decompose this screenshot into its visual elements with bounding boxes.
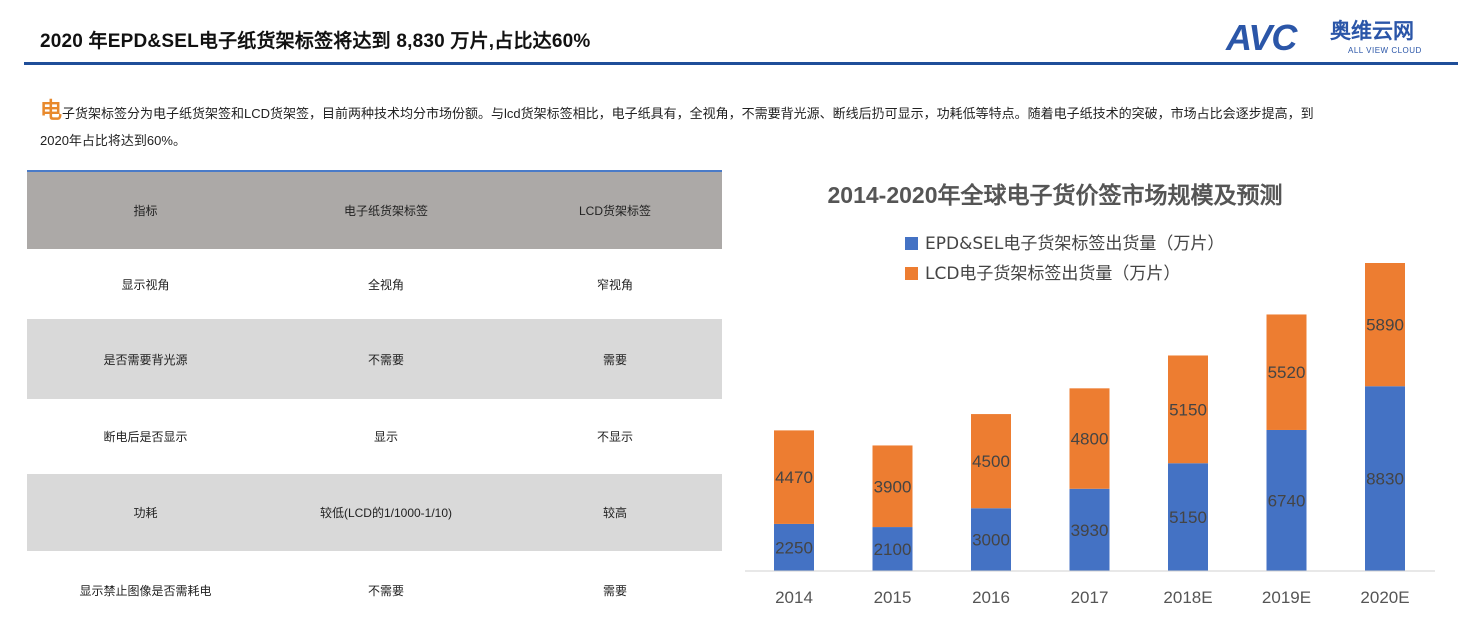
table-cell: 较高 — [602, 506, 627, 520]
bar-epd — [1069, 488, 1110, 571]
legend-label: LCD电子货架标签出货量（万片） — [925, 264, 1180, 284]
data-label: 5890 — [1366, 316, 1404, 335]
x-tick-label: 2015 — [874, 588, 912, 607]
bar-epd — [1266, 429, 1307, 571]
bar-lcd — [971, 414, 1011, 509]
logo-chinese-name: 奥维云网 — [1330, 20, 1414, 43]
bar-lcd — [1168, 355, 1208, 464]
table-row: 是否需要背光源 不需要 需要 — [27, 319, 722, 399]
data-label: 4800 — [1071, 430, 1109, 449]
title-divider — [24, 62, 1458, 65]
legend-label: EPD&SEL电子货架标签出货量（万片） — [925, 234, 1224, 254]
table-cell: 不需要 — [367, 583, 404, 598]
intro-paragraph: 电子货架标签分为电子纸货架签和LCD货架签，目前两种技术均分市场份额。与lcd货… — [40, 96, 1440, 153]
table-cell: 窄视角 — [596, 277, 633, 292]
intro-dropcap: 电 — [40, 98, 63, 123]
table-header-cell: LCD货架标签 — [578, 204, 651, 218]
table-cell: 显示视角 — [121, 277, 170, 292]
table-cell: 需要 — [602, 352, 627, 367]
data-label: 6740 — [1268, 491, 1306, 510]
table-cell: 不显示 — [596, 430, 633, 444]
x-tick-label: 2016 — [972, 588, 1010, 607]
table-cell: 较低(LCD的1/1000-1/10) — [319, 506, 453, 520]
page-title: 2020 年EPD&SEL电子纸货架标签将达到 8,830 万片,占比达60% — [40, 31, 591, 52]
x-tick-label: 2018E — [1163, 588, 1212, 607]
x-tick-label: 2014 — [775, 588, 813, 607]
logo-mark: AVC — [1226, 17, 1297, 58]
bar-lcd — [1365, 263, 1405, 387]
data-label: 2100 — [874, 540, 912, 559]
data-label: 3900 — [874, 477, 912, 496]
table-row: 显示禁止图像是否需耗电 不需要 需要 — [27, 551, 722, 621]
x-tick-label: 2017 — [1071, 588, 1109, 607]
bar-epd — [971, 508, 1011, 571]
intro-line-2: 2020年占比将达到60%。 — [40, 133, 186, 148]
table-row: 显示视角 全视角 窄视角 — [27, 249, 722, 319]
stacked-bar-chart: EPD&SEL电子货架标签出货量（万片） LCD电子货架标签出货量（万片） 2250… — [745, 234, 1435, 607]
x-tick-label: 2019E — [1262, 588, 1311, 607]
table-header-cell: 指标 — [133, 204, 158, 218]
bar-epd — [872, 527, 913, 571]
data-label: 5520 — [1268, 363, 1306, 382]
table-cell: 功耗 — [133, 506, 158, 520]
avc-logo: AVC 奥维云网 ALL VIEW CLOUD — [1226, 20, 1454, 60]
bar-epd — [1365, 386, 1405, 571]
table-cell: 显示禁止图像是否需耗电 — [79, 583, 212, 598]
table-header-row: 指标 电子纸货架标签 LCD货架标签 — [27, 172, 722, 249]
x-tick-label: 2020E — [1360, 588, 1409, 607]
chart-title: 2014-2020年全球电子货价签市场规模及预测 — [827, 182, 1283, 208]
bar-lcd — [872, 445, 913, 528]
logo-english-name: ALL VIEW CLOUD — [1348, 46, 1422, 55]
bar-lcd — [774, 430, 814, 524]
intro-line-1: 子货架标签分为电子纸货架签和LCD货架签，目前两种技术均分市场份额。与lcd货架… — [62, 106, 1314, 121]
data-label: 5150 — [1169, 400, 1207, 419]
data-label: 3000 — [972, 531, 1010, 550]
table-cell: 全视角 — [367, 277, 404, 292]
table-row: 功耗 较低(LCD的1/1000-1/10) 较高 — [27, 474, 722, 551]
data-label: 5150 — [1169, 508, 1207, 527]
bar-lcd — [1266, 314, 1307, 430]
bar-lcd — [1069, 388, 1110, 489]
data-label: 2250 — [775, 538, 813, 557]
bar-epd — [1168, 463, 1208, 571]
table-row: 断电后是否显示 显示 不显示 — [27, 399, 722, 474]
table-header-cell: 电子纸货架标签 — [343, 204, 428, 218]
table-cell: 需要 — [602, 583, 627, 598]
legend-swatch — [905, 267, 918, 280]
comparison-table: 指标 电子纸货架标签 LCD货架标签 显示视角 全视角 窄视角 是否需要背光源 … — [27, 170, 722, 621]
data-label: 4470 — [775, 468, 813, 487]
table-cell: 断电后是否显示 — [103, 430, 188, 444]
table-top-border — [27, 170, 722, 172]
table-cell: 不需要 — [367, 352, 404, 367]
legend-swatch — [905, 237, 918, 250]
table-cell: 是否需要背光源 — [103, 352, 188, 367]
data-label: 3930 — [1071, 521, 1109, 540]
bar-epd — [774, 523, 814, 571]
data-label: 4500 — [972, 452, 1010, 471]
table-cell: 显示 — [373, 430, 398, 444]
data-label: 8830 — [1366, 470, 1404, 489]
